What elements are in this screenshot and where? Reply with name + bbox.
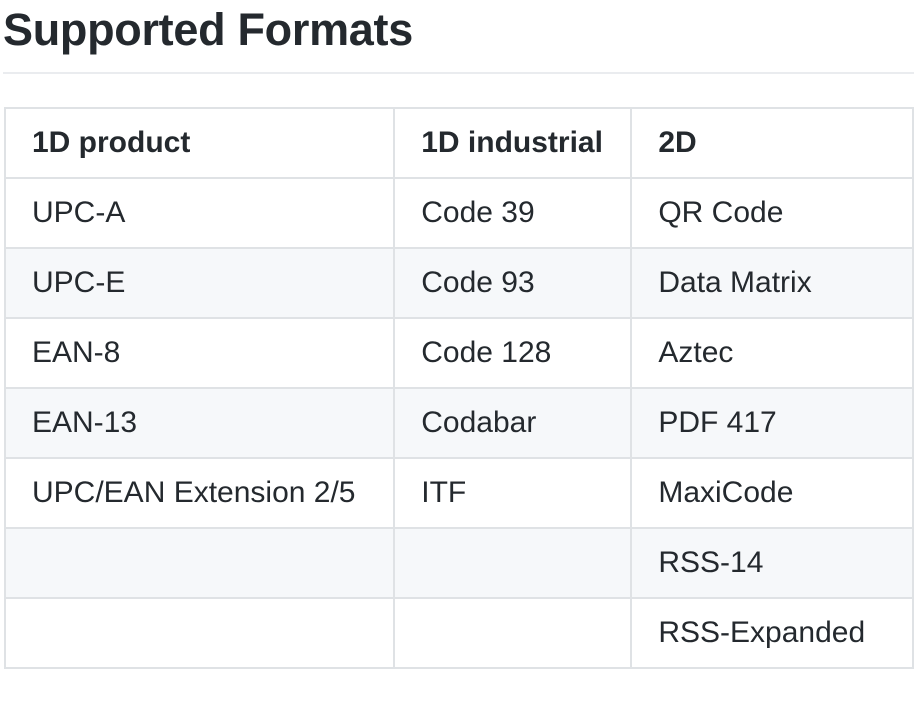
table-cell: ITF xyxy=(393,457,633,529)
table-cell xyxy=(3,597,396,669)
column-header-1d-industrial: 1D industrial xyxy=(393,107,633,179)
table-cell: RSS-14 xyxy=(630,527,914,599)
table-cell: Data Matrix xyxy=(630,247,914,319)
table-header-row: 1D product 1D industrial 2D xyxy=(3,107,914,179)
table-cell: Code 93 xyxy=(393,247,633,319)
column-header-2d: 2D xyxy=(630,107,914,179)
table-cell: Codabar xyxy=(393,387,633,459)
table-cell: QR Code xyxy=(630,177,914,249)
table-row: RSS-Expanded xyxy=(3,597,914,669)
table-cell: EAN-8 xyxy=(3,317,396,389)
table-cell: Code 128 xyxy=(393,317,633,389)
table-row: UPC-A Code 39 QR Code xyxy=(3,177,914,249)
table-cell: UPC-E xyxy=(3,247,396,319)
table-cell: EAN-13 xyxy=(3,387,396,459)
table-cell xyxy=(3,527,396,599)
table-row: EAN-13 Codabar PDF 417 xyxy=(3,387,914,459)
table-cell: MaxiCode xyxy=(630,457,914,529)
title-divider xyxy=(3,72,914,74)
table-row: UPC-E Code 93 Data Matrix xyxy=(3,247,914,319)
table-cell: UPC/EAN Extension 2/5 xyxy=(3,457,396,529)
table-cell: Aztec xyxy=(630,317,914,389)
table-cell xyxy=(393,597,633,669)
page-title: Supported Formats xyxy=(3,4,413,55)
supported-formats-table: 1D product 1D industrial 2D UPC-A Code 3… xyxy=(3,107,914,669)
table-cell: RSS-Expanded xyxy=(630,597,914,669)
table-cell: Code 39 xyxy=(393,177,633,249)
table-cell: PDF 417 xyxy=(630,387,914,459)
table-cell: UPC-A xyxy=(3,177,396,249)
table-row: EAN-8 Code 128 Aztec xyxy=(3,317,914,389)
table-cell xyxy=(393,527,633,599)
column-header-1d-product: 1D product xyxy=(3,107,396,179)
table-row: UPC/EAN Extension 2/5 ITF MaxiCode xyxy=(3,457,914,529)
table-row: RSS-14 xyxy=(3,527,914,599)
